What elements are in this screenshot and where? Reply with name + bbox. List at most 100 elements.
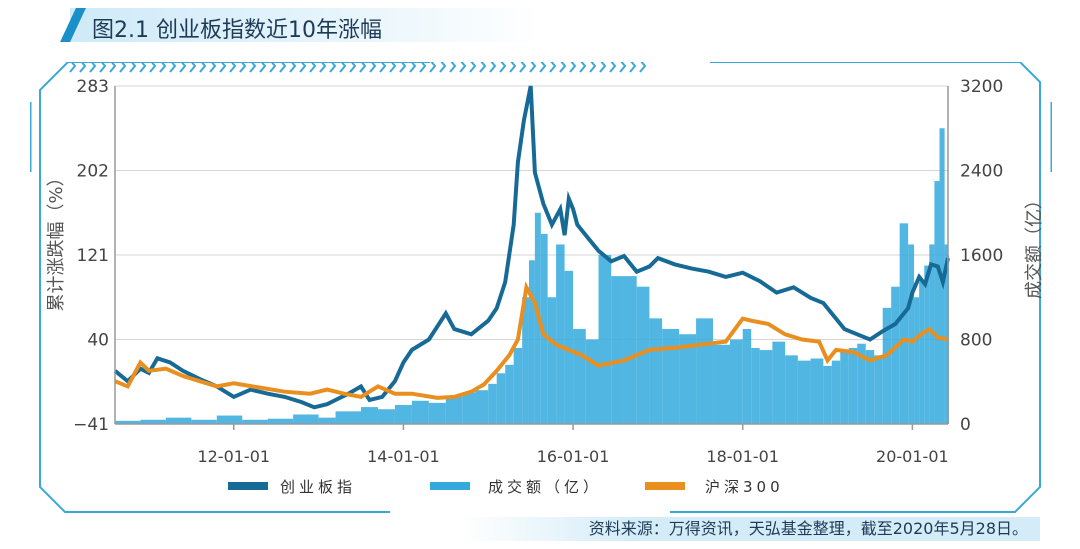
- legend-label-gem: 创业板指: [280, 478, 356, 496]
- right-axis-label: 成交额（亿）: [1024, 191, 1045, 299]
- gem-index-line: [113, 85, 950, 410]
- frame-hatch-mark: [499, 62, 507, 73]
- turnover-bar: [696, 318, 714, 424]
- frame-hatch-mark: [619, 62, 627, 73]
- frame-hatch-mark: [469, 62, 477, 73]
- frame-hatch-mark: [89, 62, 97, 73]
- frame-hatch-mark: [129, 62, 137, 73]
- turnover-bar: [267, 418, 294, 424]
- legend-label-hs300: 沪深300: [705, 478, 784, 496]
- turnover-bar: [540, 233, 548, 424]
- legend-swatch-gem: [228, 482, 268, 490]
- turnover-bar: [919, 281, 925, 424]
- turnover-bar: [513, 347, 523, 424]
- frame-hatch-mark: [489, 62, 497, 73]
- turnover-bar: [729, 339, 743, 424]
- frame-hatch-mark: [259, 62, 267, 73]
- frame-hatch-mark: [279, 62, 287, 73]
- frame-hatch-mark: [339, 62, 347, 73]
- frame-hatch-mark: [239, 62, 247, 73]
- left-tick-label: −41: [73, 415, 109, 435]
- frame-hatch-mark: [139, 62, 147, 73]
- turnover-bar: [360, 407, 378, 424]
- frame-hatch-mark: [309, 62, 317, 73]
- turnover-bar: [759, 350, 773, 424]
- x-tick-label: 12-01-01: [197, 447, 270, 466]
- turnover-bar: [547, 297, 557, 424]
- frame-hatch-mark: [289, 62, 297, 73]
- frame-hatch-mark: [409, 62, 417, 73]
- frame-hatch-mark: [119, 62, 127, 73]
- turnover-bar: [874, 355, 883, 424]
- frame-hatch-mark: [449, 62, 457, 73]
- frame-hatch-mark: [549, 62, 557, 73]
- turnover-bar: [908, 244, 915, 424]
- turnover-bar: [899, 223, 909, 424]
- turnover-bar: [865, 350, 875, 424]
- x-tick-label: 20-01-01: [876, 447, 949, 466]
- frame-hatch-mark: [219, 62, 227, 73]
- chart-frame: [30, 62, 1052, 513]
- right-tick-label: 0: [960, 415, 971, 435]
- turnover-bar: [411, 400, 429, 424]
- frame-hatch-mark: [569, 62, 577, 73]
- frame-hatch-mark: [419, 62, 427, 73]
- turnover-bar: [335, 411, 361, 424]
- turnover-bar: [496, 373, 506, 424]
- turnover-bar: [857, 343, 866, 424]
- frame-hatch-mark: [99, 62, 107, 73]
- turnover-bar: [462, 392, 476, 424]
- turnover-bar: [785, 355, 798, 424]
- turnover-bar: [522, 297, 529, 424]
- footer-band: [460, 517, 1040, 541]
- turnover-bar: [115, 420, 141, 424]
- frame-hatch-mark: [209, 62, 217, 73]
- legend: 创业板指 成交额（亿） 沪深300: [228, 478, 784, 496]
- right-axis-ticks: 3200 2400 1600 800 0: [960, 77, 1003, 435]
- left-axis-ticks: 283 202 121 40 −41: [73, 77, 109, 435]
- frame-hatch-mark: [429, 62, 437, 73]
- frame-hatch-mark: [539, 62, 547, 73]
- frame-hatch-mark: [459, 62, 467, 73]
- turnover-bar: [914, 297, 920, 424]
- turnover-bar: [611, 276, 624, 424]
- turnover-bar: [242, 419, 268, 424]
- turnover-bar: [713, 344, 730, 424]
- turnover-bar: [848, 347, 858, 424]
- hs300-line: [114, 281, 949, 400]
- turnover-bar: [165, 417, 192, 424]
- frame-hatch-mark: [299, 62, 307, 73]
- turnover-bar: [216, 415, 243, 424]
- turnover-bar: [831, 360, 841, 424]
- turnover-bar: [556, 244, 565, 424]
- frame-hatch-mark: [529, 62, 537, 73]
- x-tick-label: 16-01-01: [537, 447, 610, 466]
- turnover-bar: [623, 276, 637, 424]
- frame-hatch-mark: [199, 62, 207, 73]
- turnover-bar: [564, 270, 574, 424]
- frame-hatch-top: [69, 62, 647, 73]
- legend-label-turnover: 成交额（亿）: [488, 478, 602, 496]
- frame-hatch-mark: [559, 62, 567, 73]
- frame-hatch-mark: [179, 62, 187, 73]
- turnover-bar: [882, 307, 892, 424]
- frame-hatch-mark: [579, 62, 587, 73]
- frame-hatch-mark: [639, 62, 647, 73]
- left-tick-label: 121: [77, 246, 109, 266]
- turnover-bar: [797, 360, 811, 424]
- frame-hatch-mark: [609, 62, 617, 73]
- legend-swatch-turnover: [430, 482, 470, 490]
- turnover-bar: [293, 414, 319, 424]
- frame-hatch-mark: [359, 62, 367, 73]
- turnover-bar: [649, 318, 663, 424]
- frame-hatch-mark: [349, 62, 357, 73]
- right-tick-label: 800: [960, 331, 992, 351]
- turnover-bar: [924, 265, 930, 424]
- left-tick-label: 40: [87, 331, 109, 351]
- turnover-bar: [934, 181, 940, 424]
- page-title: 图2.1 创业板指数近10年涨幅: [92, 18, 382, 43]
- frame-hatch-mark: [79, 62, 87, 73]
- turnover-bar: [528, 260, 535, 424]
- frame-hatch-mark: [159, 62, 167, 73]
- turnover-bar: [573, 328, 586, 424]
